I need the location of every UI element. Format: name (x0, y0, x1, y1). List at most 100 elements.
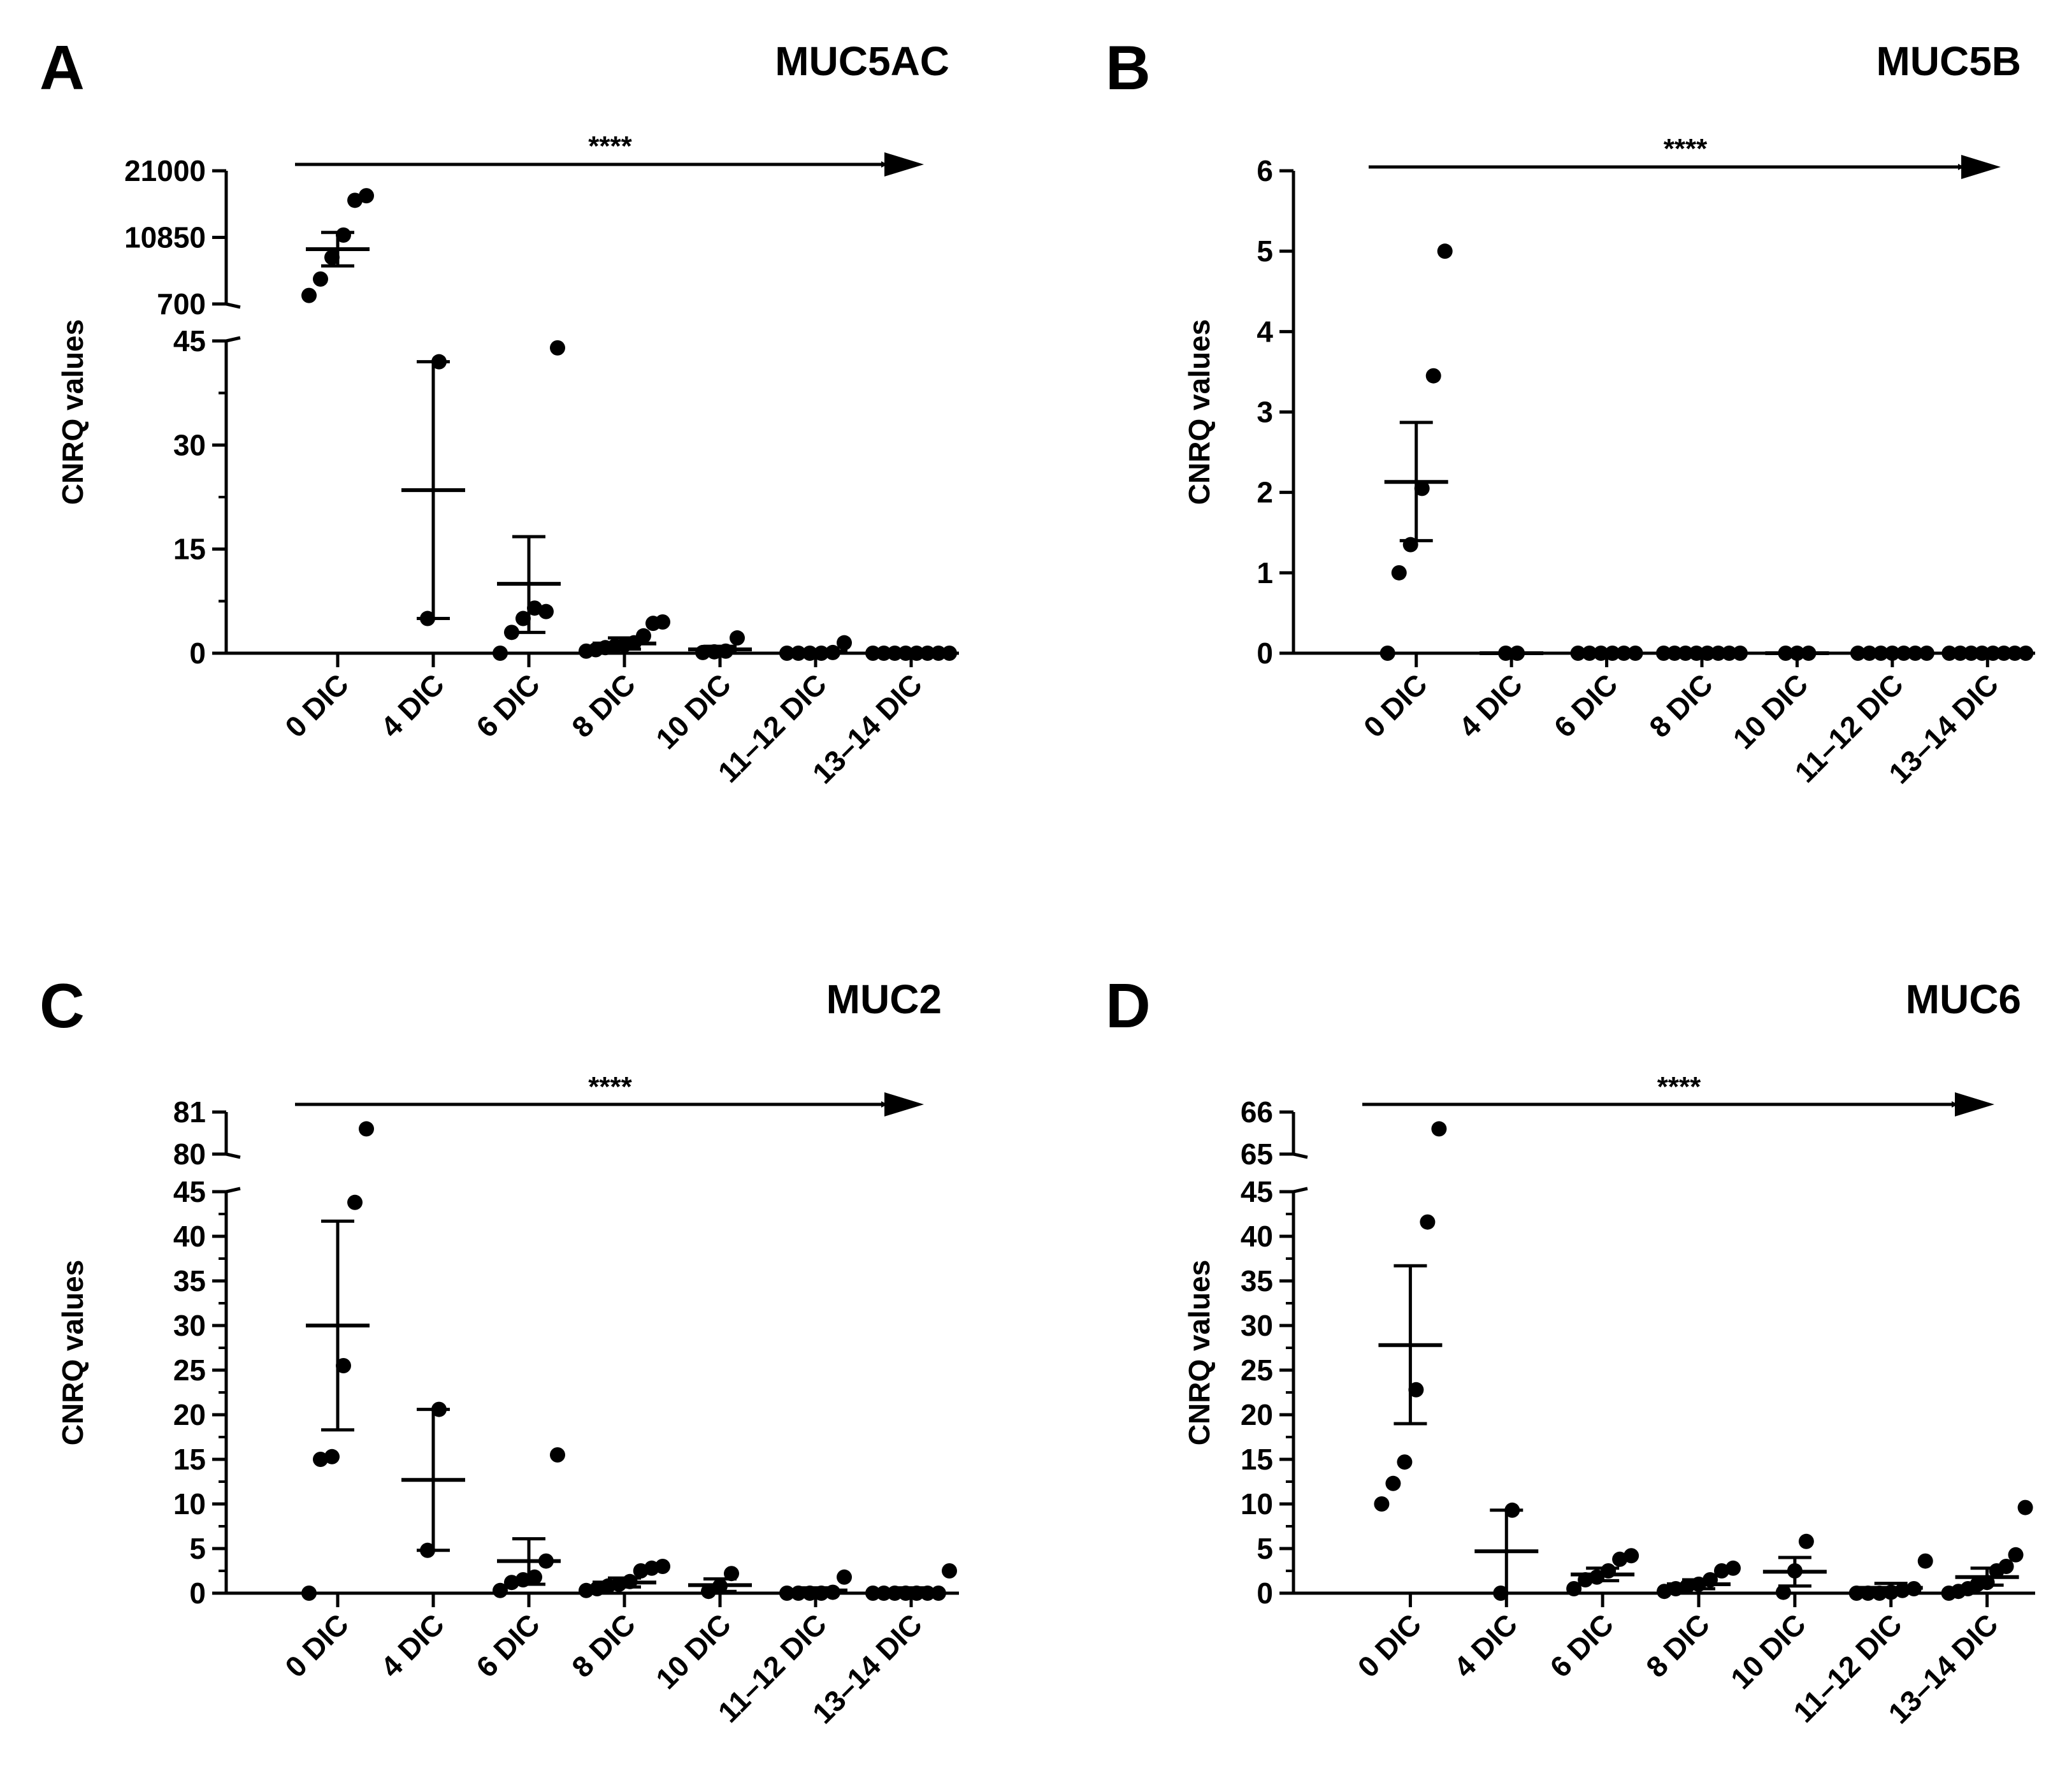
data-point (655, 614, 670, 630)
x-category-label: 0 DIC (278, 667, 355, 744)
y-tick-label: 80 (173, 1138, 206, 1171)
y-tick-label: 65 (1241, 1138, 1273, 1171)
data-points (301, 1121, 957, 1601)
x-category-label: 0 DIC (1351, 1607, 1428, 1684)
data-point (1624, 1548, 1639, 1564)
data-point (1437, 243, 1453, 259)
data-point (347, 1194, 363, 1210)
significance-arrowhead (1955, 1092, 1994, 1116)
data-point (1612, 1551, 1628, 1567)
y-tick-label: 20 (173, 1398, 206, 1431)
data-point (1998, 1559, 2014, 1574)
data-point (1397, 1454, 1413, 1470)
axis-break-upper (1293, 1152, 1308, 1159)
data-point (865, 646, 881, 661)
data-point (1798, 1533, 1814, 1549)
plot-d: 45 40 35 30 25 20 15 10 5 0 66 65 CNRQ values 0 DIC 4 … (1183, 1071, 2035, 1730)
data-point (1657, 1584, 1672, 1600)
data-point (493, 1582, 508, 1598)
panel-label-a: A (40, 33, 85, 103)
y-tick-label: 4 (1257, 315, 1273, 348)
data-point (1656, 646, 1671, 661)
data-point (837, 1569, 852, 1585)
data-point (336, 1358, 351, 1373)
significance-arrowhead (884, 1092, 924, 1116)
data-point (493, 646, 508, 661)
data-point (2018, 646, 2034, 661)
data-point (636, 628, 651, 644)
y-tick-label: 20 (1241, 1398, 1273, 1431)
data-point (504, 1575, 519, 1591)
x-category-label: 10 DIC (649, 667, 737, 755)
data-point (313, 1452, 328, 1467)
x-category-label: 0 DIC (1357, 667, 1434, 744)
x-category-label: 10 DIC (649, 1607, 737, 1695)
data-point (313, 271, 328, 287)
data-point (1425, 368, 1441, 384)
data-point (301, 1586, 317, 1601)
y-tick-label: 35 (173, 1264, 206, 1297)
axes: 6 5 4 3 2 1 0 CNRQ values 0 DIC 4 DIC 6 DIC 8 DIC 10… (1183, 154, 2035, 790)
y-axis-title: CNRQ values (1183, 1260, 1216, 1445)
data-point (2017, 1499, 2033, 1515)
data-point (1414, 481, 1430, 496)
y-tick-label: 1 (1257, 556, 1273, 589)
panel-label-d: D (1106, 971, 1151, 1041)
y-tick-label: 66 (1241, 1095, 1273, 1129)
y-tick-label: 15 (173, 1443, 206, 1476)
data-point (1919, 646, 1934, 661)
panel-label-b: B (1106, 33, 1151, 103)
y-tick-label: 0 (189, 1577, 206, 1610)
data-point (359, 188, 374, 204)
y-tick-label: 21000 (124, 154, 206, 187)
plot-c: 45 40 35 30 25 20 15 10 5 0 81 80 CNRQ values 0 DIC 4 … (56, 1071, 959, 1730)
y-tick-label: 2 (1257, 476, 1273, 509)
panel-title-c: MUC2 (826, 976, 942, 1022)
data-point (1566, 1581, 1582, 1596)
x-category-label: 10 DIC (1724, 1607, 1812, 1695)
data-points (1379, 243, 2034, 661)
mean-sem (1384, 421, 2020, 655)
data-point (942, 646, 957, 661)
significance-stars: **** (1664, 133, 1708, 164)
data-point (1850, 646, 1866, 661)
x-category-label: 4 DIC (1452, 667, 1529, 744)
data-points (1374, 1121, 2033, 1601)
panel-d: D MUC6 45 40 35 30 25 20 15 10 5 0 66 65 CNRQ values… (1106, 971, 2035, 1730)
data-point (527, 600, 542, 616)
y-tick-label: 25 (173, 1354, 206, 1387)
y-tick-label: 45 (1241, 1175, 1273, 1208)
data-point (1391, 565, 1407, 581)
x-category-label: 6 DIC (1548, 667, 1624, 744)
axis-break-upper (226, 1152, 241, 1159)
y-tick-label: 5 (1257, 235, 1273, 268)
panel-title-b: MUC5B (1876, 38, 2021, 84)
y-axis-title: CNRQ values (56, 319, 89, 505)
y-tick-label: 45 (173, 324, 206, 358)
y-axis-title: CNRQ values (56, 1260, 89, 1445)
data-point (324, 249, 340, 265)
axes: 45 40 35 30 25 20 15 10 5 0 66 65 CNRQ values 0 DIC 4 … (1183, 1095, 2035, 1730)
data-point (359, 1121, 374, 1137)
data-point (1385, 1475, 1401, 1491)
data-point (1379, 646, 1395, 661)
data-point (837, 635, 852, 651)
x-category-label: 8 DIC (1643, 667, 1719, 744)
x-category-label: 8 DIC (565, 1607, 642, 1684)
panel-b: B MUC5B 6 5 4 3 2 1 0 CNRQ values 0 DIC 4 DIC 6 DI… (1106, 33, 2035, 790)
y-tick-label: 6 (1257, 154, 1273, 187)
data-point (930, 1586, 946, 1601)
x-category-label: 4 DIC (374, 667, 450, 744)
significance-arrowhead (884, 152, 924, 177)
data-point (1714, 1563, 1729, 1579)
data-point (1431, 1121, 1447, 1137)
significance-stars: **** (588, 1071, 632, 1102)
data-point (1420, 1214, 1436, 1230)
panel-a: A MUC5AC 45 30 15 0 21000 10850 700 CNRQ values… (40, 33, 959, 790)
data-point (504, 625, 519, 640)
y-tick-label: 10 (1241, 1487, 1273, 1521)
y-tick-label: 5 (1257, 1532, 1273, 1565)
y-tick-label: 0 (1257, 1577, 1273, 1610)
axes: 45 40 35 30 25 20 15 10 5 0 81 80 CNRQ values 0 DIC 4 … (56, 1095, 959, 1730)
